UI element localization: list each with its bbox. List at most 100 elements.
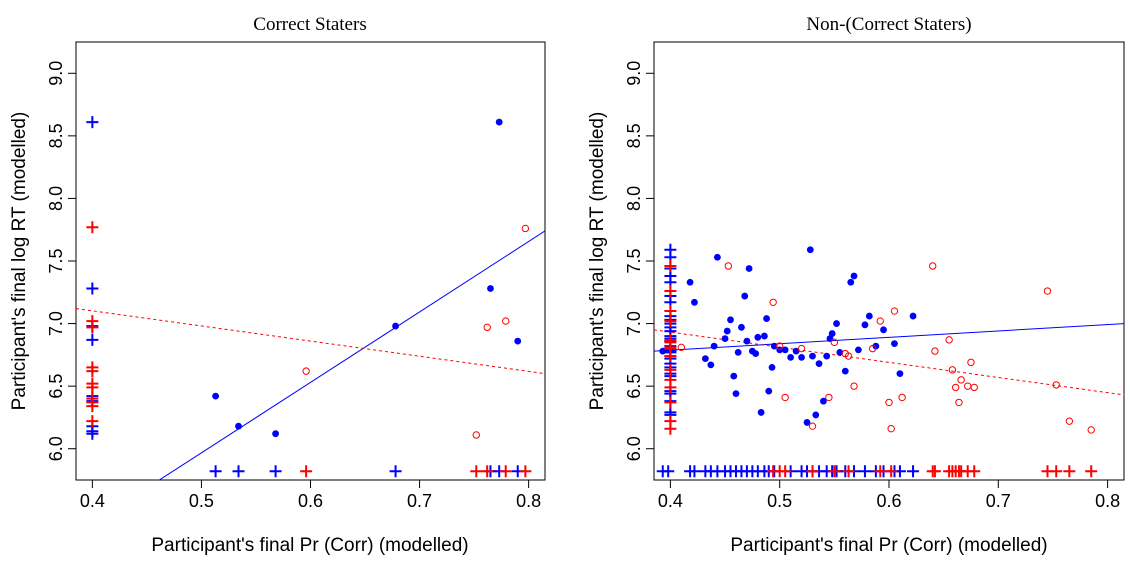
y-tick-label: 8.0 [46,186,66,211]
data-point-filled [732,390,740,398]
data-point-plus [269,465,282,478]
data-point-plus [662,465,675,478]
data-point-filled [798,353,805,361]
data-point-plus [664,260,677,273]
data-point-open [970,383,978,392]
y-tick-label: 7.0 [624,311,644,336]
data-point-plus [86,282,99,295]
data-point-plus [86,333,99,346]
data-point-plus [806,465,819,478]
data-point-open [948,366,957,374]
data-point-filled [691,298,698,306]
data-point-open [951,383,960,392]
data-point-open [808,422,817,430]
data-point-filled [833,320,840,327]
y-tick-label: 9.0 [624,61,644,86]
data-point-filled [495,118,503,126]
data-point-plus [86,400,99,413]
data-point-filled [820,397,827,405]
data-point-open [1043,287,1052,295]
data-point-open [844,352,853,360]
solid-fit-line [158,230,545,480]
data-point-filled [701,355,709,363]
x-tick-label: 0.7 [407,491,432,511]
y-tick-label: 8.5 [624,123,644,148]
y-axis-label: Participant's final log RT (modelled) [9,112,30,411]
data-point-plus [968,465,981,478]
data-point-plus [664,315,677,328]
x-tick-label: 0.4 [658,491,683,511]
dashed-fit-line [654,329,1124,396]
data-point-plus [664,350,677,363]
data-point-plus [907,465,920,478]
data-point-plus [664,396,677,409]
data-point-open [724,262,733,270]
x-tick-label: 0.7 [986,491,1011,511]
x-tick-label: 0.4 [80,491,105,511]
data-point-filled [823,352,831,360]
data-point-filled [803,419,811,426]
plot-frame [653,41,1125,481]
data-point-plus [86,381,99,394]
data-point-plus [86,116,99,129]
chart-panel-1: Correct Staters 0.4 0.5 0.6 0.7 0.8 6.0 6.5 7.0 7… [9,14,546,556]
data-point-open [775,342,784,350]
data-point-filled [730,372,738,380]
data-point-open [483,323,491,332]
data-point-open [967,358,975,367]
data-point-open [830,338,839,347]
x-axis-label: Participant's final Pr (Corr) (modelled) [730,535,1047,556]
data-point-open [885,398,893,407]
data-point-plus [481,465,494,478]
y-tick-label: 6.5 [46,374,66,399]
dashed-fit-line [76,308,545,375]
data-point-filled [841,367,849,375]
data-point-plus [499,465,512,478]
data-point-filled [514,337,522,345]
data-point-open [781,393,789,402]
data-point-open [963,382,972,390]
data-point-filled [828,330,836,337]
data-point-filled [392,322,399,330]
y-tick-label: 8.0 [624,186,644,211]
data-point-filled [850,272,858,280]
data-point-filled [872,342,880,350]
data-point-plus [232,465,245,478]
data-point-plus [664,285,677,298]
y-tick-label: 6.0 [624,436,644,461]
data-point-open [1087,426,1095,434]
data-point-plus [664,381,677,394]
data-point-filled [738,323,745,331]
chart-title: Non-(Correct Staters) [806,14,971,35]
data-point-plus [885,465,898,478]
data-point-open [890,307,899,315]
data-point-filled [757,409,765,416]
data-point-filled [815,360,823,368]
data-point-filled [896,370,904,378]
data-point-filled [741,292,749,300]
data-point-open [521,224,530,233]
data-point-plus [664,422,677,435]
data-point-plus [470,465,483,478]
chart-panel-2: Non-(Correct Staters) 0.4 0.5 0.6 0.7 0.8 6.0 6… [587,14,1125,556]
data-point-open [945,336,953,344]
data-point-plus [664,305,677,318]
data-point-plus [779,465,792,478]
data-point-filled [754,333,762,341]
data-point-open [797,344,806,353]
data-point-open [677,343,686,352]
data-point-plus [1063,465,1076,478]
data-point-plus [86,321,99,334]
y-tick-label: 7.0 [46,311,66,336]
x-tick-label: 0.6 [298,491,323,511]
data-point-plus [664,363,677,376]
data-point-plus [688,465,701,478]
data-point-filled [792,347,800,355]
data-point-open [769,298,777,306]
data-point-open [898,393,906,402]
data-point-filled [760,332,768,340]
data-point-open [876,317,884,325]
y-tick-label: 6.5 [624,374,644,399]
data-point-filled [763,315,770,322]
